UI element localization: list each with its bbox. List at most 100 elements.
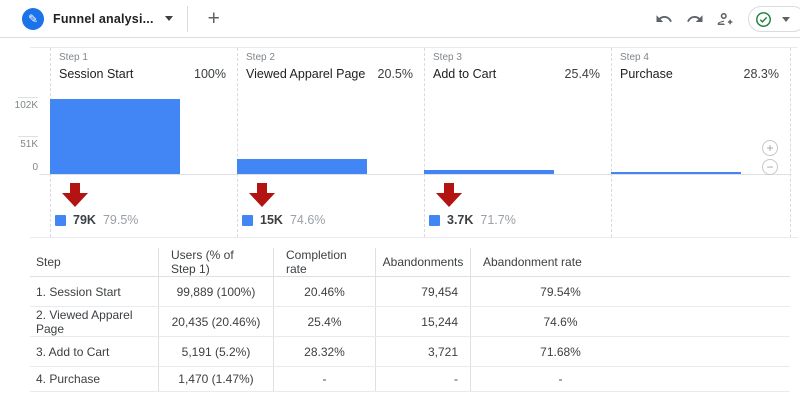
abandonment-legend: 15K 74.6%: [242, 213, 325, 227]
legend-value: 3.7K: [447, 213, 474, 227]
step-number: Step 3: [433, 52, 462, 63]
tab-funnel-analysis[interactable]: ✎ Funnel analysi...: [0, 0, 187, 38]
filler-cell: [650, 337, 790, 366]
column-header: Abandonment rate: [470, 248, 650, 276]
abandonment-arrow-icon: [249, 183, 275, 207]
column-header: Abandonments: [375, 248, 470, 276]
column-header: Completion rate: [273, 248, 375, 276]
status-menu[interactable]: [748, 6, 800, 32]
filler-cell: [650, 367, 790, 391]
y-axis-tick: [18, 97, 38, 98]
abandonment-arrow-icon: [62, 183, 88, 207]
value-cell: 71.68%: [470, 337, 650, 366]
abandonment-arrow-icon: [436, 183, 462, 207]
zoom-out-button[interactable]: −: [762, 159, 778, 175]
funnel-bar[interactable]: [424, 170, 554, 174]
column-header: Users (% of Step 1): [158, 248, 273, 276]
y-axis-tick: [18, 136, 38, 137]
filler-cell: [650, 277, 790, 306]
funnel-chart-canvas: 102K 51K 0 Step 1 Session Start 100% 79K 79.5% S…: [0, 38, 800, 240]
abandonment-legend: 3.7K 71.7%: [429, 213, 516, 227]
value-cell: 99,889 (100%): [158, 277, 273, 306]
value-cell: -: [273, 367, 375, 391]
table-row: 3. Add to Cart 5,191 (5.2%) 28.32% 3,721 71.…: [30, 337, 790, 367]
table-row: 1. Session Start 99,889 (100%) 20.46% 79,45…: [30, 277, 790, 307]
legend-percentage: 74.6%: [289, 213, 326, 227]
step-name: Add to Cart: [433, 67, 497, 81]
step-cell: 1. Session Start: [36, 284, 121, 299]
funnel-table: Step Users (% of Step 1) Completion rate Ab…: [30, 248, 790, 392]
step-divider: [424, 48, 425, 237]
tab-title: Funnel analysi...: [53, 11, 154, 26]
value-cell: -: [470, 367, 650, 391]
value-cell: 15,244: [375, 307, 470, 336]
table-row: 2. Viewed Apparel Page 20,435 (20.46%) 25.…: [30, 307, 790, 337]
step-percentage: 25.4%: [564, 67, 600, 81]
step-divider: [790, 48, 791, 237]
step-number: Step 2: [246, 52, 275, 63]
step-cell: 2. Viewed Apparel Page: [36, 307, 133, 336]
step-percentage: 100%: [194, 67, 226, 81]
chevron-down-icon[interactable]: [164, 16, 173, 21]
legend-percentage: 79.5%: [102, 213, 139, 227]
filler-cell: [650, 248, 790, 276]
table-header-row: Step Users (% of Step 1) Completion rate Ab…: [30, 248, 790, 277]
undo-icon[interactable]: [655, 10, 673, 28]
step-header: Step 4 Purchase 28.3%: [620, 52, 779, 81]
value-cell: 5,191 (5.2%): [158, 337, 273, 366]
funnel-card-top-border: [30, 47, 798, 48]
legend-swatch: [429, 214, 440, 226]
value-cell: 79,454: [375, 277, 470, 306]
value-cell: 20,435 (20.46%): [158, 307, 273, 336]
step-number: Step 4: [620, 52, 649, 63]
person-add-icon[interactable]: [717, 10, 735, 28]
funnel-bar[interactable]: [237, 159, 367, 174]
zoom-in-button[interactable]: +: [762, 140, 778, 156]
legend-value: 79K: [73, 213, 96, 227]
step-name: Session Start: [59, 67, 134, 81]
legend-percentage: 71.7%: [480, 213, 516, 227]
tab-divider: [186, 5, 188, 32]
chevron-down-icon: [782, 16, 790, 22]
add-tab-button[interactable]: +: [188, 0, 240, 38]
redo-icon[interactable]: [686, 10, 704, 28]
legend-swatch: [242, 214, 253, 226]
y-axis-label: 51K: [20, 139, 38, 150]
y-axis-label: 102K: [14, 100, 38, 111]
legend-swatch: [55, 214, 66, 226]
filler-cell: [650, 307, 790, 336]
step-percentage: 20.5%: [377, 67, 413, 81]
value-cell: 20.46%: [273, 277, 375, 306]
value-cell: 3,721: [375, 337, 470, 366]
step-name: Purchase: [620, 67, 673, 81]
edit-pencil-icon: ✎: [22, 7, 44, 30]
x-axis-baseline: [40, 174, 790, 175]
funnel-bar[interactable]: [611, 172, 741, 174]
step-header: Step 3 Add to Cart 25.4%: [433, 52, 600, 81]
step-cell: 4. Purchase: [36, 372, 101, 386]
legend-value: 15K: [260, 213, 283, 227]
y-axis-label: 0: [32, 162, 38, 173]
step-divider: [611, 48, 612, 237]
step-name: Viewed Apparel Page: [246, 67, 366, 81]
value-cell: 1,470 (1.47%): [158, 367, 273, 391]
step-cell: 3. Add to Cart: [36, 344, 110, 359]
step-header: Step 1 Session Start 100%: [59, 52, 226, 81]
step-percentage: 28.3%: [743, 67, 779, 81]
step-number: Step 1: [59, 52, 88, 63]
funnel-card-bottom-border: [30, 237, 798, 238]
abandonment-legend: 79K 79.5%: [55, 213, 138, 227]
check-circle-icon: [755, 11, 772, 28]
value-cell: 74.6%: [470, 307, 650, 336]
value-cell: 25.4%: [273, 307, 375, 336]
step-divider: [237, 48, 238, 237]
top-bar: ✎ Funnel analysi... +: [0, 0, 800, 38]
step-header: Step 2 Viewed Apparel Page 20.5%: [246, 52, 413, 81]
value-cell: 28.32%: [273, 337, 375, 366]
value-cell: 79.54%: [470, 277, 650, 306]
value-cell: -: [375, 367, 470, 391]
funnel-bar[interactable]: [50, 99, 180, 174]
column-header: Step: [36, 255, 61, 269]
table-row: 4. Purchase 1,470 (1.47%) - - -: [30, 367, 790, 392]
toolbar-actions: [655, 0, 800, 38]
